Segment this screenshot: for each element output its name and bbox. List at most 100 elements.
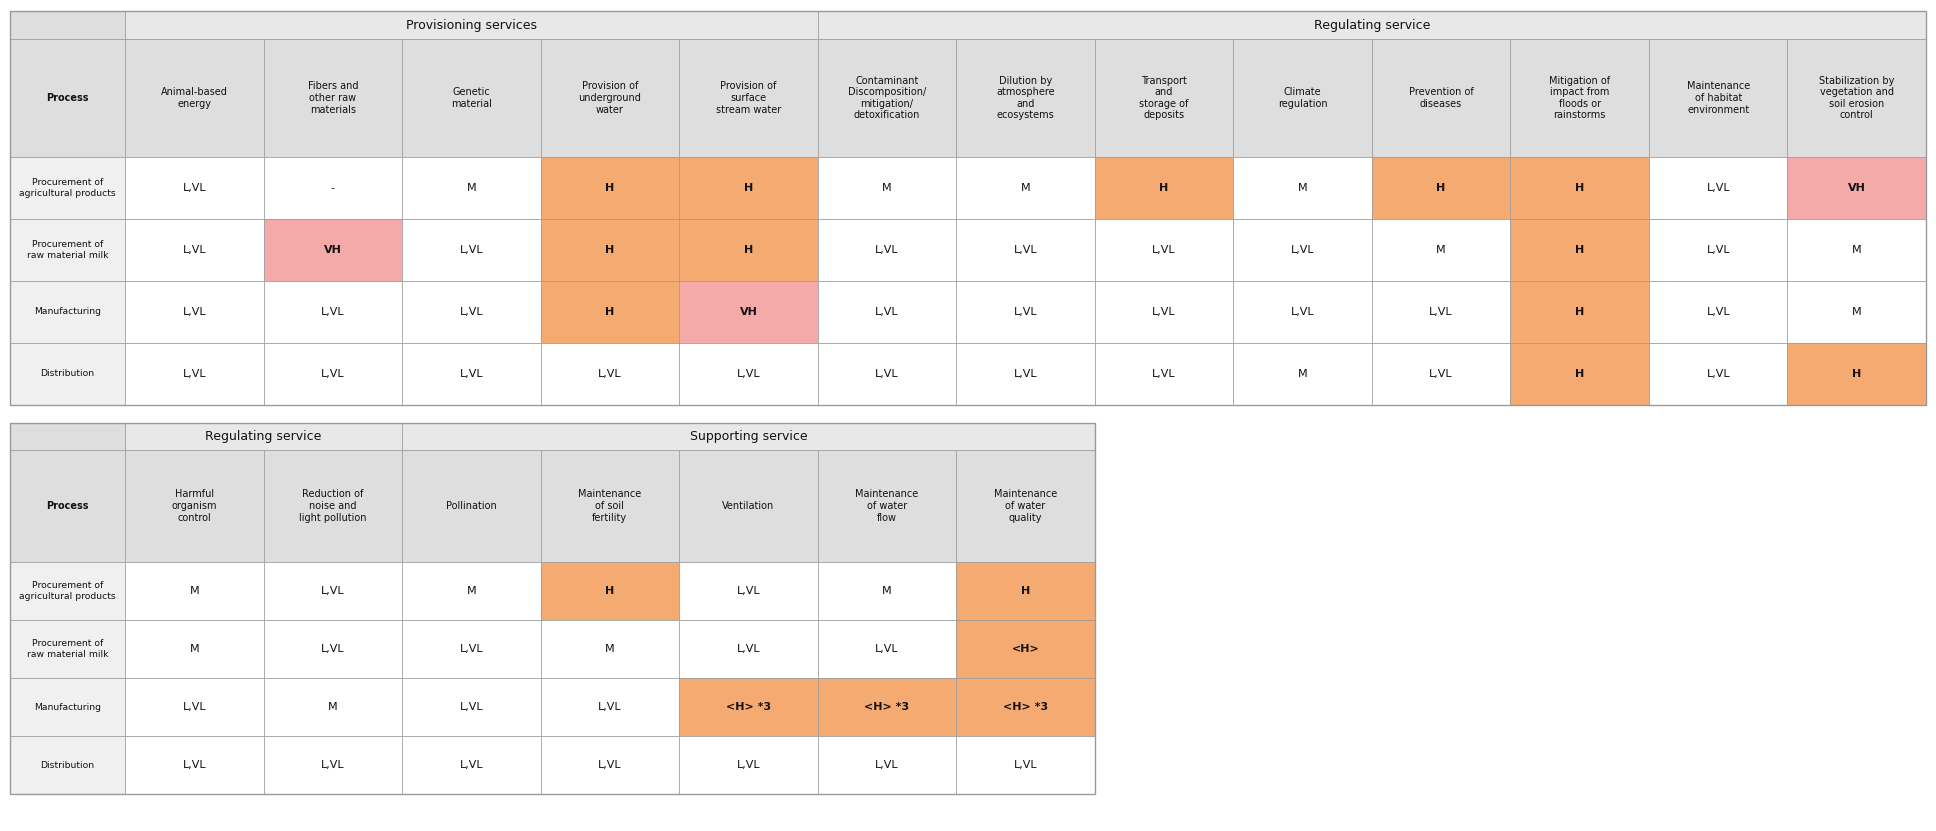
Text: L,VL: L,VL (736, 644, 761, 654)
Bar (1233, 219, 1373, 281)
Text: M: M (190, 644, 199, 654)
Text: H: H (743, 183, 753, 193)
Bar (10, 620, 126, 678)
Text: M: M (606, 644, 616, 654)
Bar (263, 219, 403, 281)
Text: Maintenance
of water
quality: Maintenance of water quality (993, 489, 1057, 523)
Bar (540, 736, 680, 794)
Bar (956, 620, 1094, 678)
Bar (1649, 343, 1787, 405)
Bar (680, 39, 817, 157)
Bar (126, 343, 263, 405)
Bar (1094, 281, 1233, 343)
Text: L,VL: L,VL (182, 183, 205, 193)
Text: Genetic
material: Genetic material (451, 87, 492, 109)
Text: Regulating service: Regulating service (205, 430, 321, 443)
Text: M: M (1853, 245, 1862, 255)
Bar (263, 620, 403, 678)
Text: L,VL: L,VL (1429, 307, 1452, 317)
Text: L,VL: L,VL (1152, 369, 1175, 379)
Text: Manufacturing: Manufacturing (35, 702, 101, 711)
Text: L,VL: L,VL (875, 760, 898, 770)
Bar (817, 343, 956, 405)
Bar (1510, 39, 1649, 157)
Text: H: H (1576, 245, 1584, 255)
Bar (540, 39, 680, 157)
Bar (680, 736, 817, 794)
Text: Mitigation of
impact from
floods or
rainstorms: Mitigation of impact from floods or rain… (1549, 76, 1611, 120)
Bar (403, 678, 540, 736)
Text: L,VL: L,VL (1152, 307, 1175, 317)
Bar (1233, 157, 1373, 219)
Text: H: H (606, 586, 614, 596)
Text: Harmful
organism
control: Harmful organism control (172, 489, 217, 523)
Bar (540, 450, 680, 562)
Bar (1094, 157, 1233, 219)
Text: <H> *3: <H> *3 (1003, 702, 1047, 712)
Text: Climate
regulation: Climate regulation (1278, 87, 1328, 109)
Text: L,VL: L,VL (1706, 183, 1731, 193)
Bar (817, 562, 956, 620)
Text: H: H (1576, 307, 1584, 317)
Bar (540, 219, 680, 281)
Text: L,VL: L,VL (182, 245, 205, 255)
Text: Regulating service: Regulating service (1315, 18, 1431, 32)
Bar (1373, 39, 1510, 157)
Text: M: M (327, 702, 337, 712)
Text: Process: Process (46, 501, 89, 511)
Bar (263, 450, 403, 562)
Text: Contaminant
Discomposition/
mitigation/
detoxification: Contaminant Discomposition/ mitigation/ … (848, 76, 925, 120)
Text: Transport
and
storage of
deposits: Transport and storage of deposits (1140, 76, 1189, 120)
Bar (817, 620, 956, 678)
Bar (817, 11, 1926, 39)
Bar (126, 620, 263, 678)
Bar (403, 450, 540, 562)
Bar (680, 219, 817, 281)
Bar (1373, 157, 1510, 219)
Bar (1510, 281, 1649, 343)
Text: L,VL: L,VL (1014, 307, 1038, 317)
Text: L,VL: L,VL (321, 307, 345, 317)
Text: Provision of
underground
water: Provision of underground water (579, 81, 641, 115)
Bar (1787, 219, 1926, 281)
Text: M: M (1020, 183, 1030, 193)
Bar (680, 281, 817, 343)
Bar (1787, 157, 1926, 219)
Text: H: H (743, 245, 753, 255)
Text: L,VL: L,VL (875, 644, 898, 654)
Bar (540, 562, 680, 620)
Bar (956, 157, 1094, 219)
Text: Procurement of
raw material milk: Procurement of raw material milk (27, 639, 108, 659)
Text: L,VL: L,VL (1152, 245, 1175, 255)
Bar (10, 423, 126, 450)
Text: Fibers and
other raw
materials: Fibers and other raw materials (308, 81, 358, 115)
Bar (403, 157, 540, 219)
Bar (403, 736, 540, 794)
Text: Manufacturing: Manufacturing (35, 307, 101, 317)
Bar (1510, 343, 1649, 405)
Bar (1649, 281, 1787, 343)
Text: Prevention of
diseases: Prevention of diseases (1409, 87, 1473, 109)
Bar (1094, 343, 1233, 405)
Text: Maintenance
of soil
fertility: Maintenance of soil fertility (579, 489, 641, 523)
Bar (1787, 343, 1926, 405)
Bar (956, 219, 1094, 281)
Text: L,VL: L,VL (1291, 307, 1315, 317)
Bar (817, 157, 956, 219)
Bar (10, 281, 126, 343)
Bar (817, 39, 956, 157)
Text: <H>: <H> (1013, 644, 1040, 654)
Text: L,VL: L,VL (182, 702, 205, 712)
Bar (1233, 281, 1373, 343)
Text: H: H (1576, 183, 1584, 193)
Text: <H> *3: <H> *3 (863, 702, 910, 712)
Bar (1787, 281, 1926, 343)
Bar (10, 11, 1926, 405)
Text: Reduction of
noise and
light pollution: Reduction of noise and light pollution (298, 489, 366, 523)
Text: Stabilization by
vegetation and
soil erosion
control: Stabilization by vegetation and soil ero… (1820, 76, 1895, 120)
Bar (10, 678, 126, 736)
Bar (956, 39, 1094, 157)
Bar (126, 678, 263, 736)
Bar (10, 562, 126, 620)
Bar (817, 281, 956, 343)
